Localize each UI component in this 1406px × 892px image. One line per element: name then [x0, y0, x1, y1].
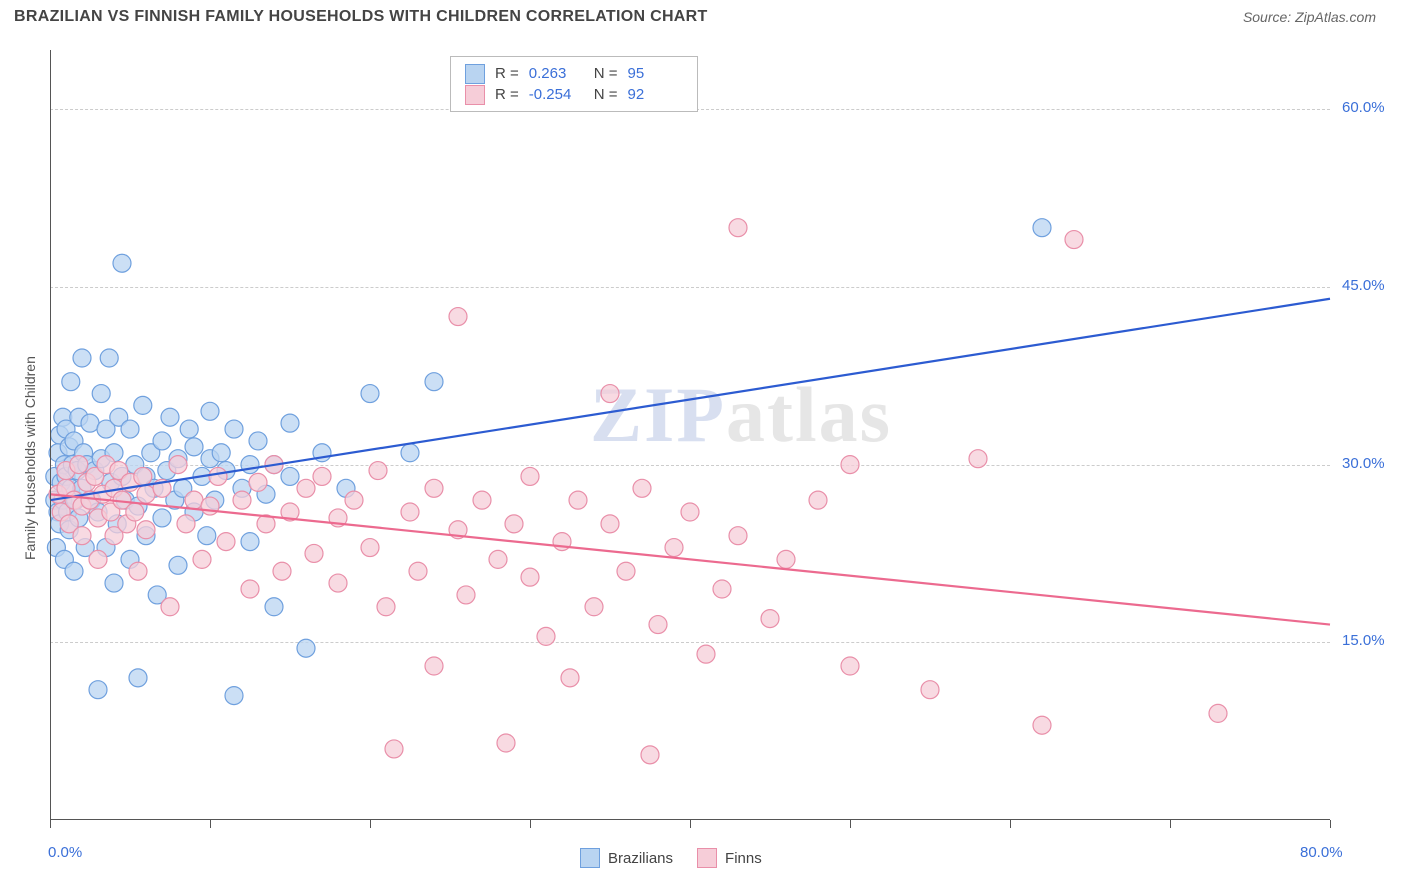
- axis-frame: [50, 50, 1330, 820]
- legend-label: Brazilians: [608, 850, 673, 867]
- legend-swatch: [580, 848, 600, 868]
- legend-row: R = 0.263 N = 95: [465, 63, 683, 84]
- legend-swatch: [465, 64, 485, 84]
- legend-r-value: 0.263: [529, 63, 584, 84]
- legend-n-value: 95: [628, 63, 683, 84]
- legend-n-label: N =: [594, 84, 618, 105]
- legend-row: R = -0.254 N = 92: [465, 84, 683, 105]
- legend-item: Finns: [697, 848, 762, 868]
- legend-r-label: R =: [495, 63, 519, 84]
- correlation-legend: R = 0.263 N = 95 R = -0.254 N = 92: [450, 56, 698, 112]
- legend-r-label: R =: [495, 84, 519, 105]
- legend-n-value: 92: [628, 84, 683, 105]
- legend-label: Finns: [725, 850, 762, 867]
- legend-n-label: N =: [594, 63, 618, 84]
- legend-swatch: [465, 85, 485, 105]
- legend-item: Brazilians: [580, 848, 673, 868]
- legend-swatch: [697, 848, 717, 868]
- legend-r-value: -0.254: [529, 84, 584, 105]
- series-legend: Brazilians Finns: [580, 848, 762, 868]
